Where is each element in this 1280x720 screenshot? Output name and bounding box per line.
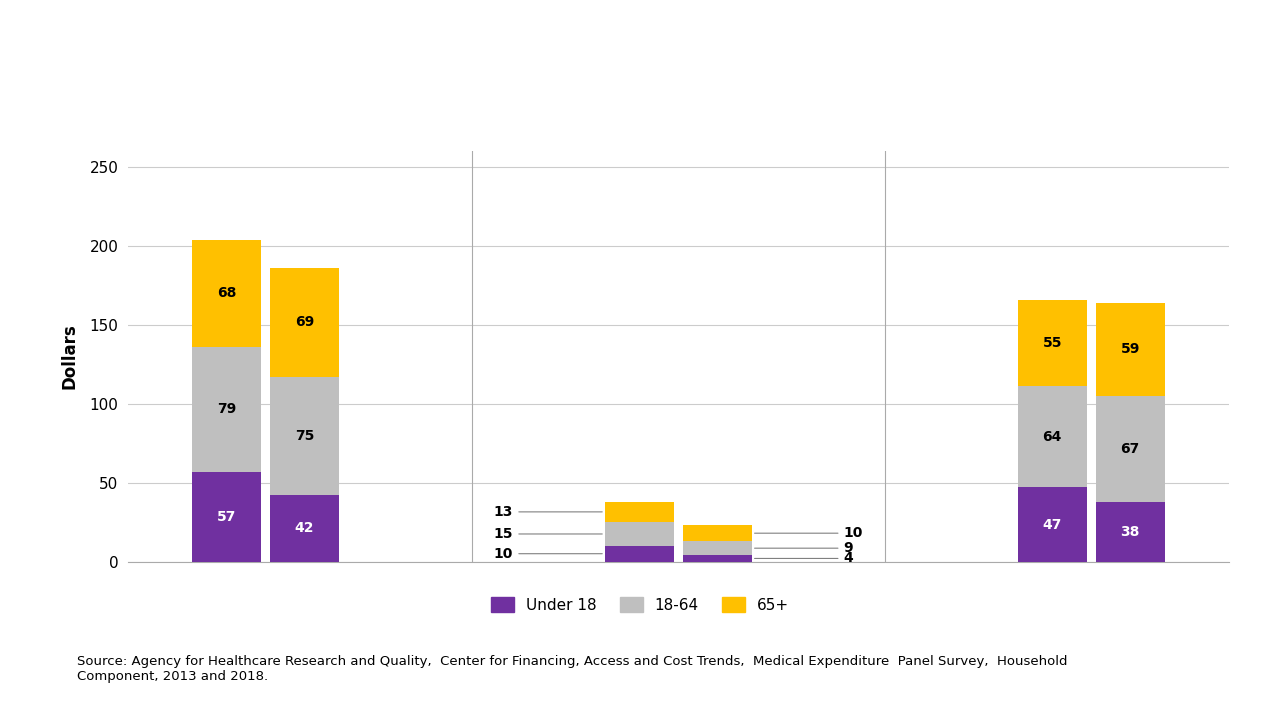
Bar xyxy=(192,240,261,347)
Bar xyxy=(270,495,339,562)
Text: 4: 4 xyxy=(755,552,854,565)
Bar xyxy=(270,377,339,495)
Text: 15: 15 xyxy=(494,527,602,541)
Text: Source: Agency for Healthcare Research and Quality,  Center for Financing, Acces: Source: Agency for Healthcare Research a… xyxy=(77,655,1068,683)
Bar xyxy=(684,526,751,541)
Text: 69: 69 xyxy=(294,315,314,330)
Text: 38: 38 xyxy=(1120,525,1140,539)
Bar xyxy=(192,472,261,562)
Text: 68: 68 xyxy=(216,287,237,300)
Text: 67: 67 xyxy=(1120,442,1139,456)
Bar xyxy=(270,268,339,377)
Text: 13: 13 xyxy=(494,505,602,519)
Text: 64: 64 xyxy=(1042,430,1062,444)
Bar xyxy=(1096,502,1165,562)
Bar xyxy=(1096,302,1165,396)
Text: 10: 10 xyxy=(755,526,863,540)
Text: 59: 59 xyxy=(1120,342,1140,356)
Legend: Under 18, 18-64, 65+: Under 18, 18-64, 65+ xyxy=(485,590,795,618)
Bar xyxy=(1096,396,1165,502)
Bar xyxy=(1018,487,1087,562)
Text: 9: 9 xyxy=(755,541,854,555)
Text: 47: 47 xyxy=(1042,518,1062,531)
Text: 57: 57 xyxy=(216,510,237,523)
Y-axis label: Dollars: Dollars xyxy=(60,323,78,390)
Text: 55: 55 xyxy=(1042,336,1062,350)
Bar xyxy=(605,522,673,546)
Bar xyxy=(1018,300,1087,387)
Text: Figure 1. Average total, out-of-pocket, and third-party  payer expense per fill : Figure 1. Average total, out-of-pocket, … xyxy=(132,40,995,59)
Bar xyxy=(684,555,751,562)
Bar xyxy=(684,541,751,555)
Bar xyxy=(1018,387,1087,487)
Text: 75: 75 xyxy=(294,429,315,443)
Bar xyxy=(605,546,673,562)
Text: 10: 10 xyxy=(494,546,602,561)
Bar xyxy=(192,347,261,472)
Text: 79: 79 xyxy=(218,402,237,416)
Text: 42: 42 xyxy=(294,521,315,536)
Text: antidepressants, by age, 2013 & 2018: antidepressants, by age, 2013 & 2018 xyxy=(362,84,764,103)
Bar xyxy=(605,502,673,522)
